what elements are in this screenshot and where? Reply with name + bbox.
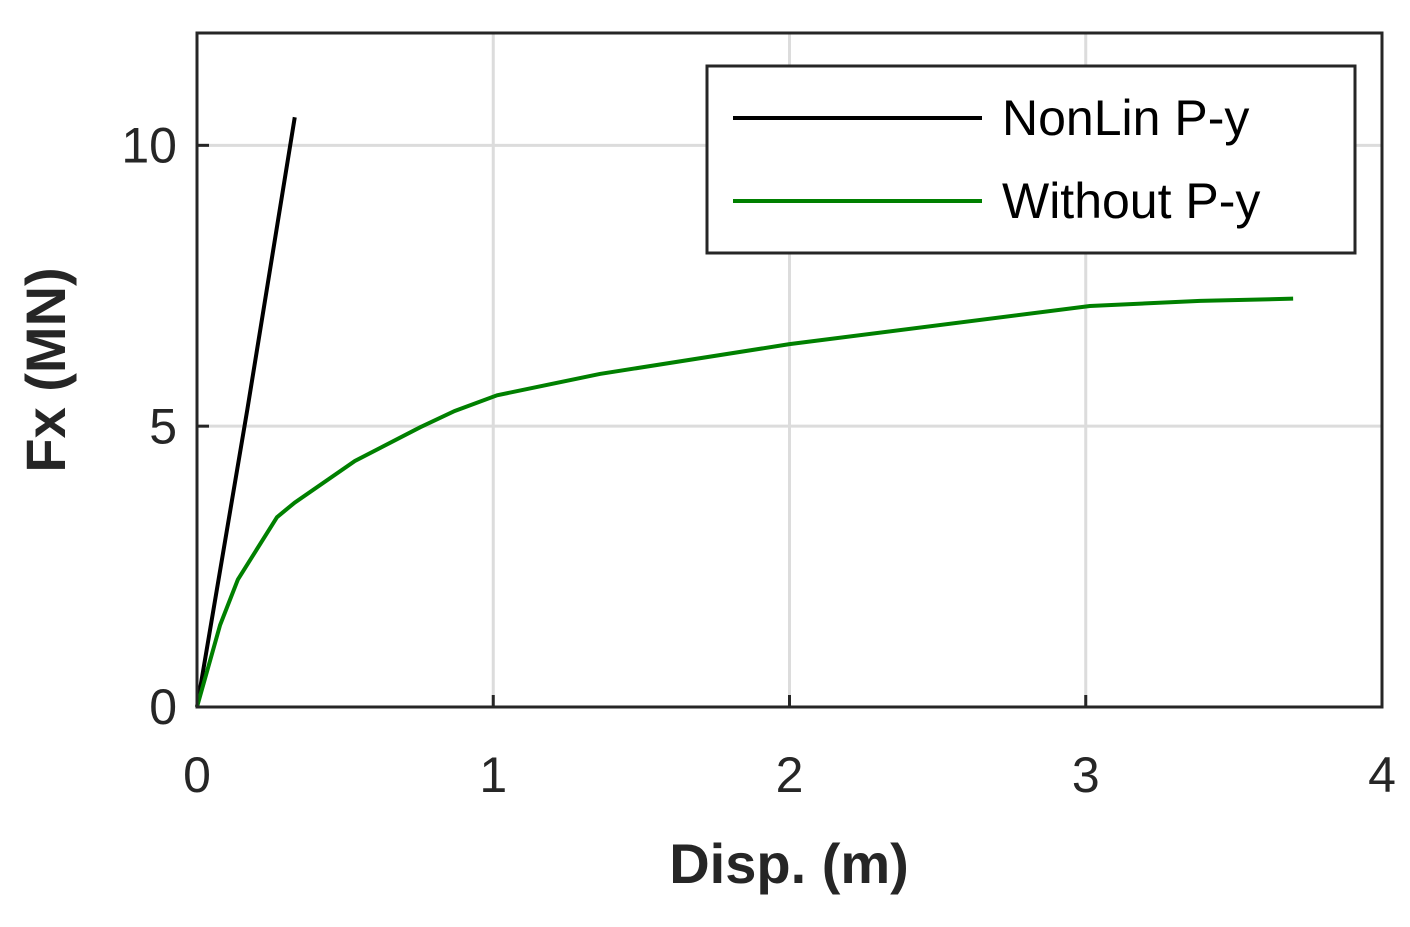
x-tick-label: 2 [776, 747, 804, 803]
legend-box [705, 64, 1357, 255]
y-axis-label: Fx (MN) [14, 267, 77, 472]
line [195, 296, 1294, 708]
x-tick-label: 4 [1368, 747, 1396, 803]
x-tick-label: 3 [1072, 747, 1100, 803]
line [195, 116, 297, 708]
y-tick-label: 10 [121, 118, 177, 174]
y-tick-label: 5 [149, 398, 177, 454]
x-tick-label: 1 [479, 747, 507, 803]
legend-label: NonLin P-y [1002, 90, 1249, 146]
x-axis-label: Disp. (m) [669, 832, 909, 895]
y-tick-label: 0 [149, 679, 177, 735]
x-tick-label: 0 [183, 747, 211, 803]
plot-frame [195, 31, 1384, 709]
legend-label: Without P-y [1002, 173, 1260, 229]
